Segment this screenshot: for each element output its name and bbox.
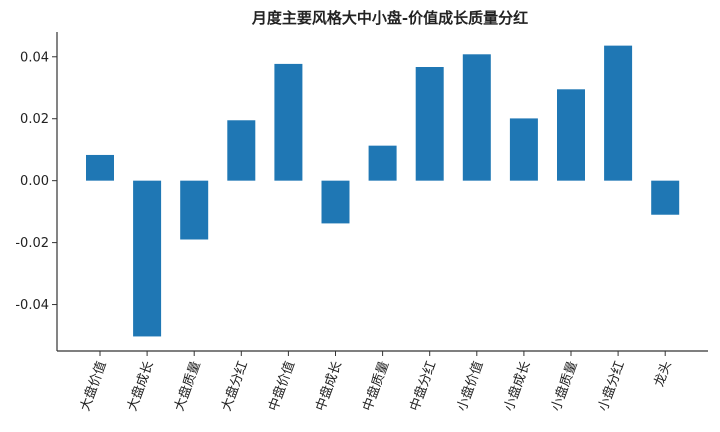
bar-2 [133, 180, 162, 337]
bar-7 [368, 145, 397, 181]
bar-5 [274, 63, 303, 181]
y-tick-label: 0.04 [20, 50, 49, 65]
bar-4 [227, 120, 256, 181]
y-tick-label: -0.02 [15, 236, 49, 251]
y-tick-label: -0.04 [15, 298, 49, 313]
x-tick-label: 小盘质量 [548, 359, 581, 413]
y-axis: -0.04 -0.02 0.00 0.02 0.04 [15, 32, 58, 351]
bar-9 [462, 54, 491, 181]
x-tick-label: 小盘成长 [501, 359, 534, 413]
x-tick-label: 中盘成长 [312, 359, 345, 413]
x-tick-label: 中盘质量 [360, 359, 393, 413]
bar-12 [604, 45, 633, 181]
bar-group [86, 45, 680, 337]
chart-title: 月度主要风格大中小盘-价值成长质量分红 [251, 9, 528, 27]
x-tick-label: 大盘价值 [77, 359, 110, 413]
x-tick-label: 小盘分红 [595, 359, 628, 413]
bar-11 [557, 89, 585, 181]
bar-6 [321, 180, 350, 224]
x-tick-label: 大盘分红 [218, 359, 251, 413]
bar-3 [180, 180, 209, 240]
x-axis: 大盘价值 大盘成长 大盘质量 大盘分红 中盘价值 中盘成长 中盘质量 中盘分红 小盘价值 小盘成长… [57, 350, 708, 413]
bar-13 [651, 180, 680, 215]
x-tick-label: 大盘成长 [124, 359, 157, 413]
bar-8 [415, 67, 444, 181]
x-tick-label: 中盘分红 [407, 359, 440, 413]
x-tick-label: 大盘质量 [171, 359, 204, 413]
x-tick-label: 中盘价值 [265, 359, 298, 413]
x-tick-label: 小盘价值 [454, 359, 487, 413]
x-tick-label: 龙头 [652, 359, 675, 389]
y-tick-label: 0.00 [20, 174, 49, 189]
y-tick-label: 0.02 [20, 112, 49, 127]
bar-10 [509, 118, 538, 181]
bar-1 [86, 154, 114, 181]
